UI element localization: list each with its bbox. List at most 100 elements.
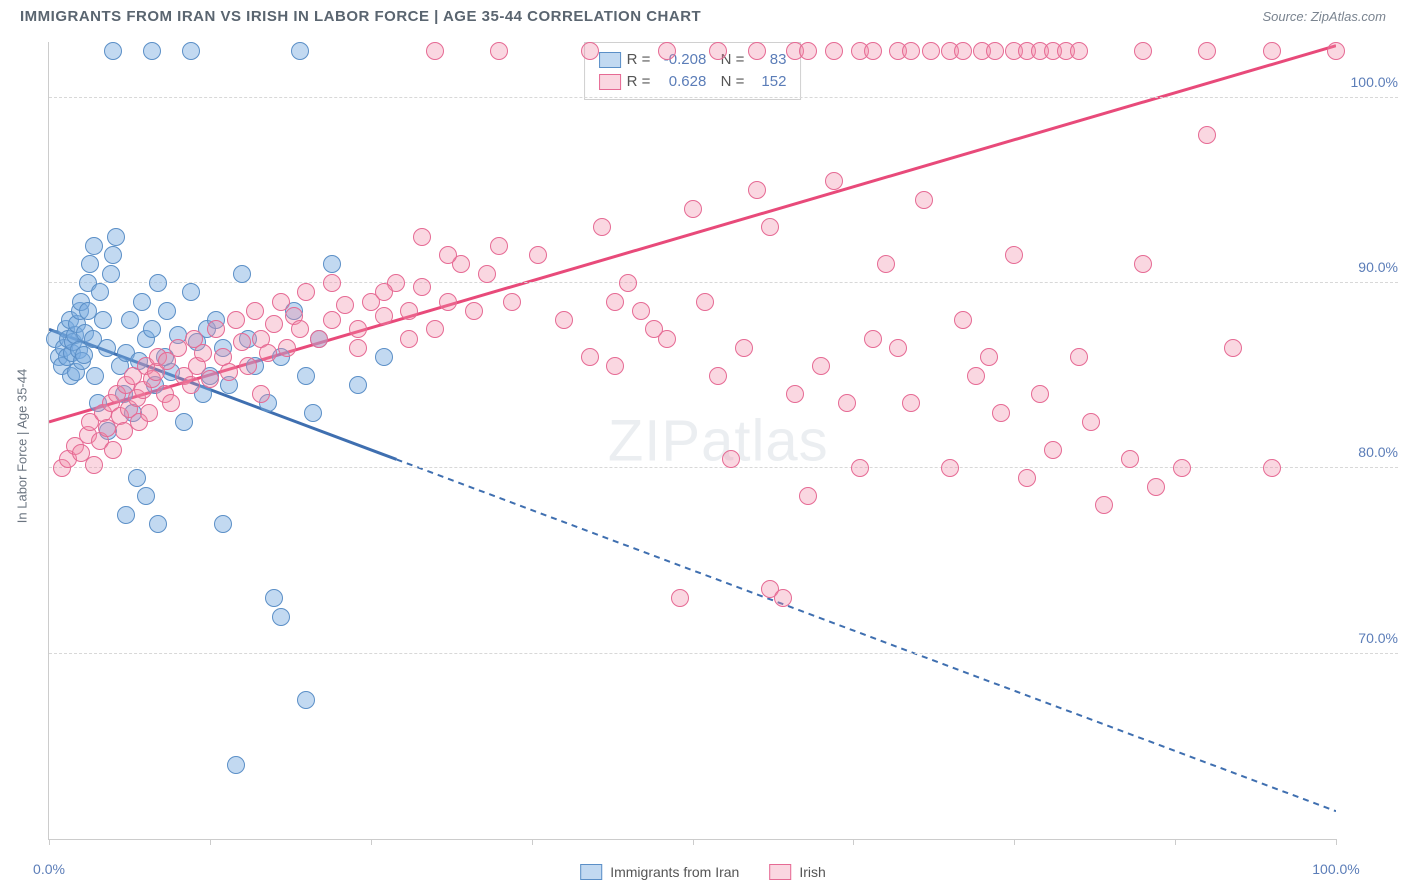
data-point: [323, 311, 341, 329]
data-point: [291, 320, 309, 338]
data-point: [986, 42, 1004, 60]
data-point: [774, 589, 792, 607]
data-point: [529, 246, 547, 264]
legend-r-value: 0.628: [656, 71, 706, 93]
data-point: [278, 339, 296, 357]
data-point: [1070, 42, 1088, 60]
data-point: [922, 42, 940, 60]
data-point: [98, 339, 116, 357]
data-point: [81, 255, 99, 273]
data-point: [272, 608, 290, 626]
data-point: [375, 348, 393, 366]
data-point: [761, 218, 779, 236]
data-point: [239, 357, 257, 375]
data-point: [967, 367, 985, 385]
y-axis-label: In Labor Force | Age 35-44: [15, 369, 30, 523]
data-point: [1095, 496, 1113, 514]
data-point: [265, 315, 283, 333]
legend-label: Immigrants from Iran: [610, 864, 739, 880]
data-point: [915, 191, 933, 209]
data-point: [786, 385, 804, 403]
data-point: [86, 367, 104, 385]
data-point: [149, 274, 167, 292]
data-point: [1263, 459, 1281, 477]
data-point: [310, 330, 328, 348]
data-point: [426, 320, 444, 338]
data-point: [555, 311, 573, 329]
data-point: [825, 42, 843, 60]
x-tick: [853, 839, 854, 845]
data-point: [799, 487, 817, 505]
data-point: [128, 469, 146, 487]
data-point: [75, 346, 93, 364]
data-point: [182, 42, 200, 60]
data-point: [133, 293, 151, 311]
data-point: [581, 348, 599, 366]
data-point: [941, 459, 959, 477]
data-point: [143, 320, 161, 338]
data-point: [169, 339, 187, 357]
data-point: [227, 311, 245, 329]
legend-swatch: [599, 52, 621, 68]
data-point: [400, 330, 418, 348]
data-point: [838, 394, 856, 412]
data-point: [400, 302, 418, 320]
data-point: [1147, 478, 1165, 496]
legend-item: Immigrants from Iran: [580, 864, 739, 880]
x-tick: [49, 839, 50, 845]
data-point: [297, 367, 315, 385]
data-point: [478, 265, 496, 283]
data-point: [175, 413, 193, 431]
data-point: [1173, 459, 1191, 477]
data-point: [349, 320, 367, 338]
data-point: [104, 441, 122, 459]
data-point: [864, 42, 882, 60]
data-point: [227, 756, 245, 774]
data-point: [503, 293, 521, 311]
data-point: [632, 302, 650, 320]
trend-line-dashed: [396, 459, 1336, 811]
data-point: [272, 293, 290, 311]
data-point: [143, 42, 161, 60]
data-point: [207, 320, 225, 338]
data-point: [645, 320, 663, 338]
data-point: [107, 228, 125, 246]
data-point: [954, 311, 972, 329]
legend-n-label: N =: [712, 71, 744, 93]
data-point: [606, 293, 624, 311]
data-point: [104, 246, 122, 264]
chart-header: IMMIGRANTS FROM IRAN VS IRISH IN LABOR F…: [0, 0, 1406, 35]
data-point: [825, 172, 843, 190]
data-point: [158, 302, 176, 320]
data-point: [748, 181, 766, 199]
legend-swatch: [769, 864, 791, 880]
data-point: [182, 283, 200, 301]
data-point: [606, 357, 624, 375]
data-point: [992, 404, 1010, 422]
data-point: [709, 367, 727, 385]
x-tick: [1336, 839, 1337, 845]
data-point: [696, 293, 714, 311]
data-point: [182, 376, 200, 394]
data-point: [1070, 348, 1088, 366]
legend-r-label: R =: [627, 71, 651, 93]
data-point: [349, 376, 367, 394]
data-point: [1005, 246, 1023, 264]
legend-n-value: 152: [750, 71, 786, 93]
data-point: [220, 363, 238, 381]
data-point: [91, 283, 109, 301]
y-tick-label: 100.0%: [1351, 74, 1398, 90]
data-point: [194, 344, 212, 362]
data-point: [323, 255, 341, 273]
data-point: [439, 293, 457, 311]
watermark: ZIPatlas: [608, 407, 829, 474]
legend-item: Irish: [769, 864, 825, 880]
data-point: [851, 459, 869, 477]
grid-line: [49, 282, 1398, 283]
data-point: [581, 42, 599, 60]
data-point: [259, 344, 277, 362]
data-point: [902, 394, 920, 412]
legend-r-label: R =: [627, 49, 651, 71]
legend-swatch: [580, 864, 602, 880]
data-point: [1263, 42, 1281, 60]
